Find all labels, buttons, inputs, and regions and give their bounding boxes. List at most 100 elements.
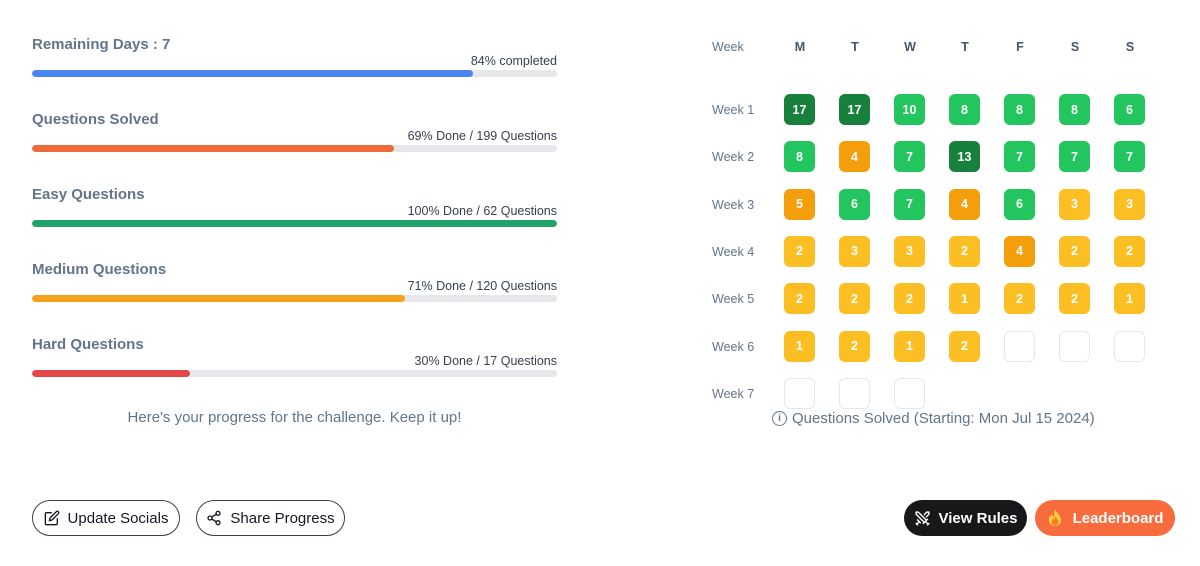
progress-message: Here's your progress for the challenge. … [127,409,462,426]
progress-item: Remaining Days : 7 84% completed [32,34,557,109]
progress-track [32,295,557,302]
calendar-day-cell: 8 [1004,94,1035,125]
calendar-day-label: F [1016,40,1024,54]
progress-status: 100% Done / 62 Questions [407,204,557,218]
calendar-week-label: Week 4 [712,244,755,259]
progress-label: Hard Questions [32,336,144,353]
calendar-day-cell: 1 [1114,283,1145,315]
calendar-day-cell [784,377,815,409]
calendar-day-cell: 17 [784,94,815,125]
rules-icon [914,510,931,527]
progress-item: Questions Solved 69% Done / 199 Questions [32,109,557,184]
calendar-week-label: Week 2 [712,150,755,165]
calendar-week-label: Week 6 [712,339,755,354]
calendar-day-label: W [904,40,916,54]
progress-label: Easy Questions [32,186,145,203]
calendar-day-cell: 2 [839,330,870,362]
progress-track [32,370,557,377]
progress-fill [32,70,473,77]
share-progress-label: Share Progress [230,509,335,527]
calendar-day-cell: 2 [1114,235,1145,267]
calendar-day-cell: 13 [949,141,980,173]
view-rules-label: View Rules [938,509,1018,527]
calendar-day-cell: 3 [1059,188,1090,220]
calendar-day-cell: 7 [1004,141,1035,173]
progress-label: Remaining Days : 7 [32,36,171,53]
calendar-day-cell: 1 [784,330,815,362]
share-icon [206,510,222,526]
calendar-day-cell: 6 [839,188,870,220]
progress-item: Hard Questions 30% Done / 17 Questions [32,334,557,409]
calendar-day-cell: 2 [839,283,870,315]
calendar-day-label: S [1125,40,1135,54]
calendar-day-cell: 3 [894,235,925,267]
calendar-day-cell: 2 [1059,235,1090,267]
calendar-day-cell [1059,330,1090,362]
calendar-day-cell: 8 [949,94,980,125]
calendar-day-cell: 4 [949,188,980,220]
calendar-day-cell: 7 [1114,141,1145,173]
calendar-day-label: T [851,40,859,54]
calendar-day-cell: 4 [1004,235,1035,267]
calendar-day-cell [1004,330,1035,362]
calendar-day-cell: 3 [839,235,870,267]
progress-fill [32,295,405,302]
calendar-day-cell: 17 [839,94,870,125]
calendar-day-cell [894,377,925,409]
progress-item: Easy Questions 100% Done / 62 Questions [32,184,557,259]
edit-icon [44,510,60,526]
progress-track [32,70,557,77]
calendar-day-cell: 4 [839,141,870,173]
calendar-day-cell: 3 [1114,188,1145,220]
update-socials-button[interactable]: Update Socials [32,500,180,536]
progress-status: 71% Done / 120 Questions [407,279,557,293]
share-progress-button[interactable]: Share Progress [196,500,345,536]
calendar-day-label: T [961,40,969,54]
view-rules-button[interactable]: View Rules [904,500,1027,536]
calendar-caption-text: Questions Solved (Starting: Mon Jul 15 2… [792,410,1095,427]
calendar-day-label: S [1070,40,1080,54]
calendar-day-cell [839,377,870,409]
calendar-day-cell: 6 [1004,188,1035,220]
progress-track [32,145,557,152]
calendar-day-cell: 2 [949,330,980,362]
progress-label: Questions Solved [32,111,159,128]
calendar-week-label: Week 7 [712,386,755,401]
calendar-week-label: Week 1 [712,103,755,117]
progress-item: Medium Questions 71% Done / 120 Questions [32,259,557,334]
progress-label: Medium Questions [32,261,167,278]
calendar-week-label: Week 5 [712,292,755,307]
calendar-day-cell: 2 [949,235,980,267]
calendar-week-header: Week [712,40,744,54]
calendar-day-cell: 1 [894,330,925,362]
leaderboard-label: Leaderboard [1072,509,1164,527]
calendar-day-cell: 6 [1114,94,1145,125]
progress-fill [32,145,395,152]
calendar-day-cell: 7 [894,188,925,220]
calendar-day-cell: 2 [1059,283,1090,315]
calendar-caption: i Questions Solved (Starting: Mon Jul 15… [772,410,1095,427]
calendar-day-cell: 2 [784,283,815,315]
fire-icon [1047,509,1063,527]
progress-status: 30% Done / 17 Questions [414,354,557,368]
calendar-day-cell: 7 [894,141,925,173]
info-icon: i [772,411,787,426]
progress-fill [32,370,190,377]
calendar-day-label: M [794,40,806,54]
calendar-day-cell: 2 [784,235,815,267]
calendar-day-cell: 2 [1004,283,1035,315]
calendar-day-cell: 7 [1059,141,1090,173]
calendar-week-label: Week 3 [712,197,755,212]
progress-panel: Remaining Days : 7 84% completed Questions… [32,34,557,409]
calendar-day-cell: 5 [784,188,815,220]
calendar-day-cell: 1 [949,283,980,315]
calendar-day-cell: 8 [784,141,815,173]
calendar-day-cell: 10 [894,94,925,125]
leaderboard-button[interactable]: Leaderboard [1035,500,1175,536]
progress-track [32,220,557,227]
calendar-day-cell [1114,330,1145,362]
update-socials-label: Update Socials [67,509,169,527]
calendar-day-cell: 8 [1059,94,1090,125]
progress-status: 69% Done / 199 Questions [407,129,557,143]
progress-fill [32,220,557,227]
